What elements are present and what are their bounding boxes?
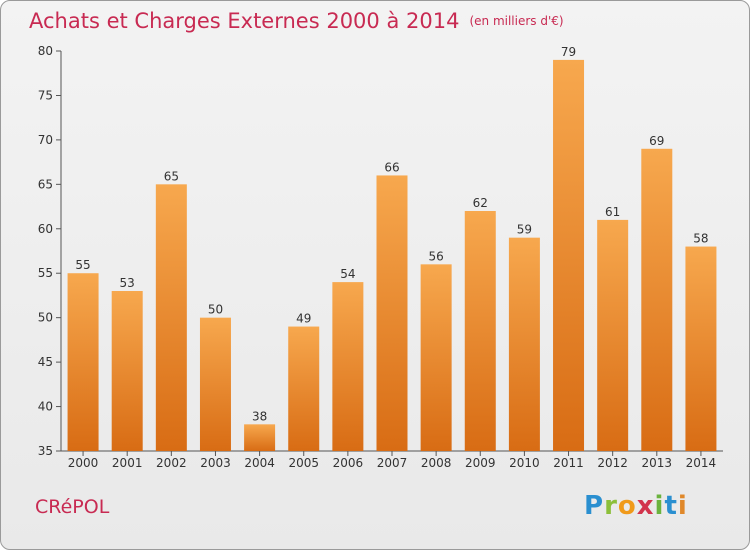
- bar-2010: [508, 237, 540, 451]
- data-label: 69: [649, 134, 664, 148]
- y-tick: 40: [38, 400, 61, 414]
- unit-label: (en milliers d'€): [469, 14, 564, 28]
- bar-2007: [376, 175, 408, 451]
- data-label: 49: [296, 312, 311, 326]
- chart-title: Achats et Charges Externes 2000 à 2014 (e…: [29, 9, 564, 33]
- y-tick-label: 65: [38, 177, 53, 191]
- y-tick-label: 60: [38, 222, 53, 236]
- y-tick: 50: [38, 311, 61, 325]
- data-label: 38: [252, 409, 267, 423]
- x-tick-label: 2002: [156, 456, 187, 470]
- bar-2004: [244, 424, 276, 451]
- x-tick-label: 2013: [642, 456, 673, 470]
- bar-2014: [685, 246, 717, 451]
- data-label: 59: [517, 223, 532, 237]
- y-tick: 60: [38, 222, 61, 236]
- x-tick-label: 2007: [377, 456, 408, 470]
- y-tick-label: 45: [38, 355, 53, 369]
- data-label: 62: [473, 196, 488, 210]
- y-tick: 65: [38, 177, 61, 191]
- data-label: 54: [340, 267, 355, 281]
- bar-2011: [553, 59, 585, 452]
- bar-2006: [332, 282, 364, 451]
- data-label: 65: [164, 169, 179, 183]
- chart-title-text: Achats et Charges Externes 2000 à 2014: [29, 9, 460, 33]
- y-tick: 55: [38, 266, 61, 280]
- bar-2002: [155, 184, 187, 452]
- bar-2009: [464, 211, 496, 451]
- x-tick-label: 2014: [686, 456, 717, 470]
- bar-2008: [420, 264, 452, 451]
- proxiti-logo: Proxiti: [584, 491, 688, 521]
- y-tick: 70: [38, 133, 61, 147]
- data-label: 53: [120, 276, 135, 290]
- logo-letter: i: [677, 491, 688, 521]
- x-tick-label: 2003: [200, 456, 231, 470]
- x-tick-label: 2012: [597, 456, 628, 470]
- data-label: 79: [561, 45, 576, 59]
- x-tick-label: 2009: [465, 456, 496, 470]
- data-label: 61: [605, 205, 620, 219]
- y-tick-label: 40: [38, 400, 53, 414]
- y-tick: 80: [38, 44, 61, 58]
- bar-2000: [67, 273, 99, 451]
- bar-2012: [597, 219, 629, 451]
- data-label: 66: [384, 160, 399, 174]
- y-tick: 45: [38, 355, 61, 369]
- data-label: 50: [208, 303, 223, 317]
- logo-letter: P: [584, 491, 605, 521]
- y-tick-label: 55: [38, 266, 53, 280]
- bar-2003: [199, 317, 231, 451]
- bar-2013: [641, 148, 673, 451]
- data-label: 58: [693, 232, 708, 246]
- y-tick-label: 35: [38, 444, 53, 458]
- y-tick-label: 70: [38, 133, 53, 147]
- bar-2005: [288, 326, 320, 451]
- data-label: 56: [428, 249, 443, 263]
- x-tick-label: 2001: [112, 456, 143, 470]
- x-tick-label: 2006: [333, 456, 364, 470]
- x-tick-label: 2011: [553, 456, 584, 470]
- x-tick-label: 2008: [421, 456, 452, 470]
- y-tick-label: 80: [38, 44, 53, 58]
- logo-letter: t: [664, 491, 678, 521]
- logo-letter: o: [617, 491, 637, 521]
- y-tick-label: 50: [38, 311, 53, 325]
- logo-letter: i: [654, 491, 665, 521]
- commune-name: CRéPOL: [35, 496, 110, 518]
- x-tick-label: 2005: [288, 456, 319, 470]
- y-tick-label: 75: [38, 88, 53, 102]
- y-tick: 35: [38, 444, 61, 458]
- logo-letter: r: [604, 491, 618, 521]
- x-tick-label: 2010: [509, 456, 540, 470]
- logo-letter: x: [636, 491, 655, 521]
- data-label: 55: [75, 258, 90, 272]
- bar-2001: [111, 291, 143, 451]
- x-tick-label: 2000: [68, 456, 99, 470]
- x-tick-label: 2004: [244, 456, 275, 470]
- y-tick: 75: [38, 88, 61, 102]
